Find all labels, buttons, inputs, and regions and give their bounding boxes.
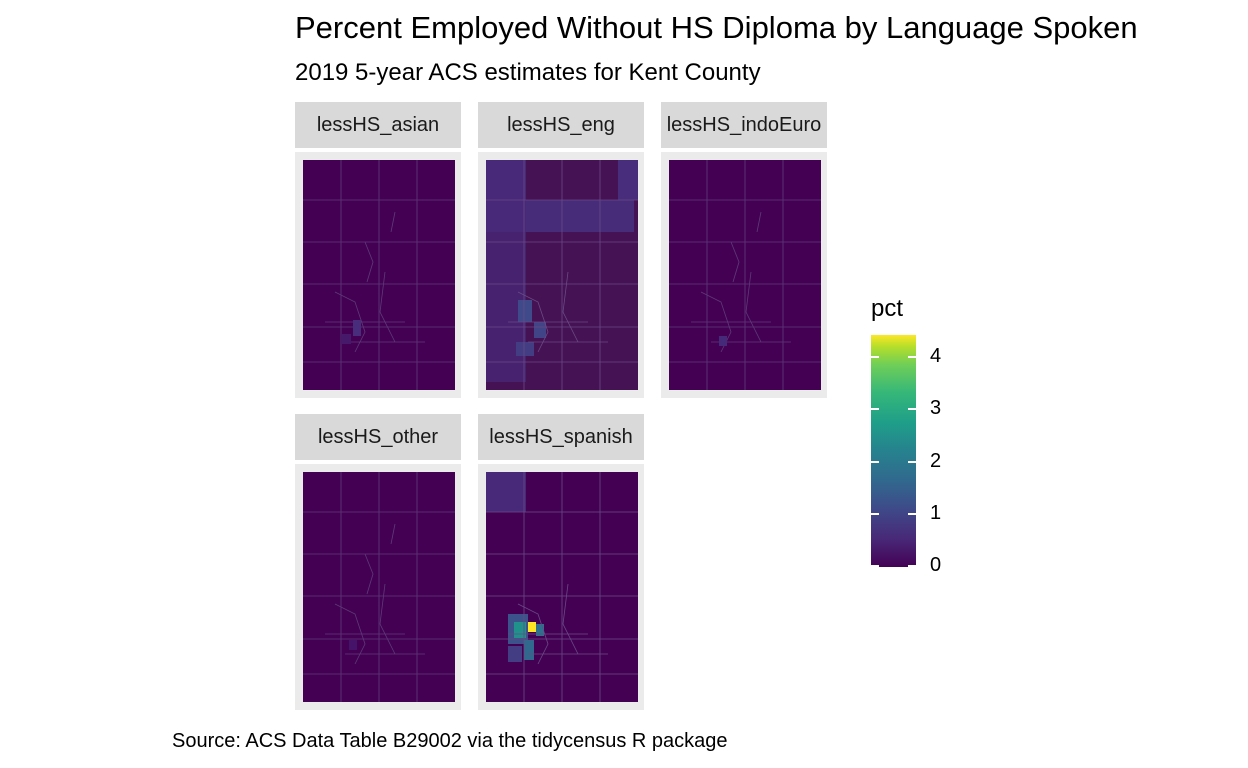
legend-tick-mark	[908, 513, 916, 515]
county-map-other	[303, 472, 455, 702]
tract-highlight	[516, 342, 534, 356]
legend-tick-label: 2	[930, 450, 942, 472]
facet-strip-label: lessHS_eng	[478, 102, 644, 148]
tract-highlight	[518, 300, 532, 322]
legend-tick-mark	[871, 408, 879, 410]
legend-tick-label: 4	[930, 345, 942, 367]
legend-tick-mark	[871, 356, 879, 358]
choropleth-map	[295, 152, 461, 398]
legend-title: pct	[871, 295, 904, 322]
tract-highlight	[486, 160, 526, 232]
facet-panel-spanish: lessHS_spanish	[478, 414, 644, 710]
legend-tick-mark	[871, 513, 879, 515]
county-map-indoeuro	[669, 160, 821, 390]
tract-highlight	[536, 624, 544, 636]
tract-highlight	[508, 646, 522, 662]
legend-colorbar	[871, 335, 916, 567]
source-caption: Source: ACS Data Table B29002 via the ti…	[172, 730, 728, 752]
tract-highlight-max	[528, 622, 536, 632]
facet-panel-asian: lessHS_asian	[295, 102, 461, 398]
tract-highlight	[341, 334, 351, 344]
legend-tick-mark	[871, 565, 879, 567]
tract-lines	[303, 472, 455, 702]
chart-title: Percent Employed Without HS Diploma by L…	[295, 10, 1138, 45]
tract-lines	[303, 160, 455, 390]
choropleth-map	[661, 152, 827, 398]
legend-tick-label: 0	[930, 554, 942, 576]
legend-tick-mark	[871, 461, 879, 463]
county-map-eng	[486, 160, 638, 390]
facet-strip-label: lessHS_asian	[295, 102, 461, 148]
tract-highlight	[534, 322, 546, 338]
choropleth-map	[295, 464, 461, 710]
tract-lines	[486, 160, 638, 390]
county-map-asian	[303, 160, 455, 390]
facet-panel-eng: lessHS_eng	[478, 102, 644, 398]
tract-highlight	[526, 200, 634, 232]
choropleth-map	[478, 464, 644, 710]
tract-highlight	[353, 320, 361, 336]
facet-panel-other: lessHS_other	[295, 414, 461, 710]
tract-highlight	[719, 336, 727, 346]
tract-highlight	[618, 160, 638, 200]
tract-highlight	[524, 640, 534, 660]
tract-lines	[486, 472, 638, 702]
chart-subtitle: 2019 5-year ACS estimates for Kent Count…	[295, 59, 761, 86]
choropleth-map	[478, 152, 644, 398]
legend-tick-mark	[908, 565, 916, 567]
legend-tick-mark	[908, 408, 916, 410]
legend-tick-label: 3	[930, 397, 942, 419]
county-map-spanish	[486, 472, 638, 702]
legend-tick-mark	[908, 356, 916, 358]
tract-highlight	[349, 640, 357, 650]
facet-strip-label: lessHS_spanish	[478, 414, 644, 460]
legend-tick-label: 1	[930, 502, 942, 524]
facet-strip-label: lessHS_indoEuro	[661, 102, 827, 148]
legend-tick-mark	[908, 461, 916, 463]
facet-panel-indoeuro: lessHS_indoEuro	[661, 102, 827, 398]
facet-strip-label: lessHS_other	[295, 414, 461, 460]
tract-lines	[669, 160, 821, 390]
tract-highlight	[486, 472, 526, 512]
